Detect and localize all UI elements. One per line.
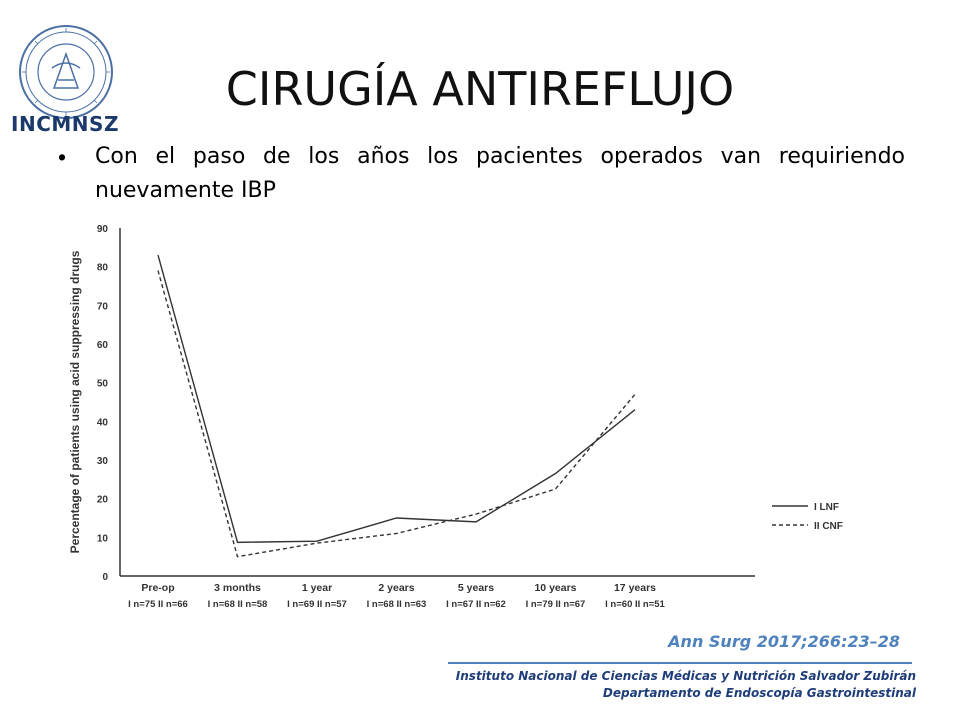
legend-label: I LNF [814, 502, 839, 513]
footer-divider [448, 662, 912, 664]
x-tick-label: Pre-op [141, 582, 174, 594]
series-line-ii-cnf [157, 270, 636, 558]
y-axis-title: Percentage of patients using acid suppre… [68, 250, 82, 553]
x-tick-sublabel: I n=60 II n=51 [605, 599, 665, 610]
bullet-marker: • [58, 144, 67, 170]
y-tick-label: 90 [97, 224, 109, 235]
y-tick-label: 40 [97, 417, 109, 428]
citation: Ann Surg 2017;266:23–28 [668, 632, 900, 651]
slide-title: CIRUGÍA ANTIREFLUJO [225, 62, 735, 116]
x-tick-sublabel: I n=68 II n=63 [367, 599, 427, 610]
y-tick-label: 70 [97, 301, 109, 312]
x-tick-label: 3 months [214, 582, 261, 594]
legend-label: II CNF [814, 521, 843, 532]
footer-line-institute: Instituto Nacional de Ciencias Médicas y… [455, 669, 916, 683]
logo-wordmark: INCMNSZ [11, 112, 119, 136]
x-tick-sublabel: I n=79 II n=67 [526, 599, 586, 610]
x-tick-sublabel: I n=69 II n=57 [287, 599, 347, 610]
x-tick-label: 2 years [378, 582, 414, 594]
y-tick-label: 50 [97, 379, 109, 390]
x-tick-label: 17 years [614, 582, 656, 594]
x-tick-label: 5 years [458, 582, 494, 594]
footer-line-department: Departamento de Endoscopía Gastrointesti… [602, 686, 916, 700]
x-tick-label: 10 years [534, 582, 576, 594]
institute-seal-logo [19, 25, 113, 119]
y-tick-label: 0 [102, 572, 108, 583]
x-tick-label: 1 year [302, 582, 332, 594]
x-tick-sublabel: I n=75 II n=66 [128, 599, 188, 610]
y-tick-label: 10 [97, 533, 109, 544]
y-tick-label: 20 [97, 495, 109, 506]
bullet-text: Con el paso de los años los pacientes op… [95, 144, 905, 203]
y-tick-label: 30 [97, 456, 109, 467]
x-tick-sublabel: I n=67 II n=62 [446, 599, 506, 610]
y-tick-label: 80 [97, 263, 109, 274]
line-chart: 0 10 20 30 40 50 60 70 80 90 Percentage of patient… [68, 224, 843, 610]
y-tick-label: 60 [97, 340, 109, 351]
x-tick-sublabel: I n=68 II n=58 [208, 599, 268, 610]
footer-institution: Instituto Nacional de Ciencias Médicas y… [440, 668, 916, 702]
series-line-i-lnf [157, 254, 636, 544]
